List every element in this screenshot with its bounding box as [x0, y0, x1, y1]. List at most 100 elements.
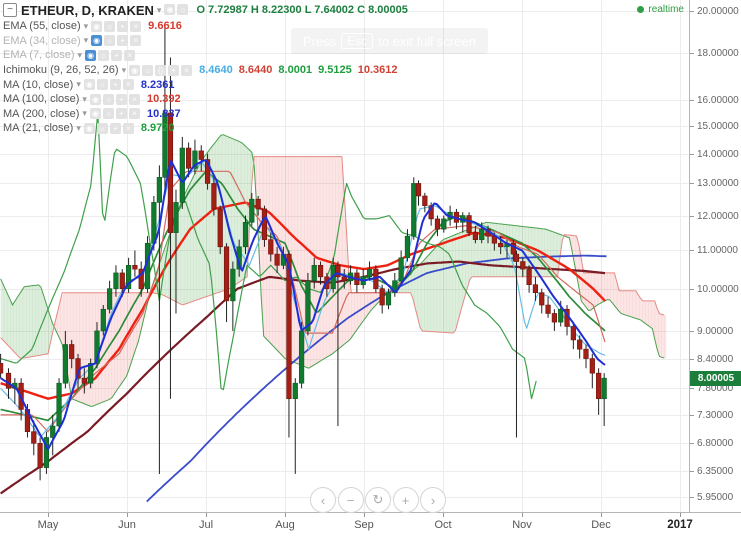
eye-icon[interactable]: ◉	[129, 64, 141, 76]
ohlc-c: C 8.00005	[357, 4, 408, 16]
series-ema-55	[0, 201, 606, 400]
eye-icon[interactable]: ◉	[164, 4, 176, 16]
price-axis[interactable]: 20.00000 18.00000 16.00000 15.00000 14.00000…	[689, 0, 741, 512]
price-tick	[690, 359, 694, 360]
gear-icon[interactable]: ☼	[104, 35, 116, 47]
esc-key-badge: Esc	[341, 33, 374, 49]
time-axis[interactable]: May Jun Jul Aug Sep Oct Nov Dec 2017	[0, 512, 741, 537]
close-icon[interactable]: ×	[122, 79, 134, 91]
time-axis-label: 2017	[667, 519, 693, 531]
indicator-value: 10.3612	[357, 64, 398, 77]
indicator-value: 8.2361	[140, 78, 175, 91]
scroll-right-button[interactable]: ›	[420, 487, 446, 513]
time-axis-label: Oct	[434, 519, 452, 531]
realtime-dot-icon	[637, 6, 645, 13]
gear-icon[interactable]: ☼	[98, 49, 110, 61]
close-icon[interactable]: ×	[130, 35, 142, 47]
indicator-label[interactable]: MA (100, close)	[3, 93, 80, 106]
candlestick-chart	[0, 0, 689, 512]
close-icon[interactable]: ×	[124, 49, 136, 61]
gear-icon[interactable]: ☼	[96, 79, 108, 91]
gear-icon[interactable]: ☼	[177, 4, 189, 16]
chevron-down-icon[interactable]: ▾	[82, 93, 87, 104]
chevron-down-icon[interactable]: ▾	[82, 108, 87, 119]
indicator-label[interactable]: Ichimoku (9, 26, 52, 26)	[3, 64, 119, 77]
close-icon[interactable]: ×	[181, 64, 193, 76]
chevron-down-icon[interactable]: ▾	[83, 20, 89, 31]
indicator-label[interactable]: MA (21, close)	[3, 122, 74, 135]
chevron-down-icon[interactable]: ▾	[76, 79, 81, 90]
scroll-left-button[interactable]: ‹	[310, 487, 336, 513]
plus-icon[interactable]: +	[117, 35, 129, 47]
chevron-down-icon[interactable]: ▾	[156, 4, 162, 15]
indicator-values: 8.2361	[141, 79, 181, 91]
plus-icon[interactable]: +	[115, 93, 127, 105]
zoom-out-button[interactable]: −	[337, 487, 364, 513]
close-icon[interactable]: ×	[128, 108, 140, 120]
indicator-legend: − ETHEUR, D, KRAKEN ▾ ◉ ☼ O 7.72987 H 8.2…	[3, 1, 408, 136]
plus-icon[interactable]: +	[109, 79, 121, 91]
eye-icon[interactable]: ◉	[83, 79, 95, 91]
header-icons: ◉ ☼	[164, 1, 190, 19]
indicator-label[interactable]: EMA (55, close)	[3, 20, 81, 33]
series-chikou	[0, 112, 537, 400]
close-icon[interactable]: ×	[122, 122, 134, 134]
indicator-label[interactable]: EMA (7, close)	[3, 49, 75, 62]
plus-icon[interactable]: +	[111, 49, 123, 61]
gear-icon[interactable]: ☼	[102, 93, 114, 105]
price-axis-label: 7.80000	[697, 383, 734, 394]
plus-icon[interactable]: +	[168, 64, 180, 76]
chevron-down-icon[interactable]: ▾	[83, 35, 89, 46]
price-axis-label: 6.35000	[697, 466, 734, 477]
time-tick	[364, 513, 365, 517]
time-axis-label: Jul	[198, 519, 214, 531]
time-axis-label: May	[37, 519, 59, 531]
gear-icon[interactable]: ☼	[104, 20, 116, 32]
close-icon[interactable]: ×	[128, 93, 140, 105]
chevron-down-icon[interactable]: ▾	[77, 49, 83, 60]
eye-icon[interactable]: ◉	[91, 20, 103, 32]
indicator-values: 8.4640 8.6440 8.0001 9.5125 10.3612	[199, 64, 403, 76]
eye-icon[interactable]: ◉	[83, 122, 95, 134]
price-axis-label: 16.00000	[697, 95, 739, 106]
indicator-row: MA (100, close) ▾ ◉ ☼ + × 10.392	[3, 92, 408, 107]
indicator-label[interactable]: EMA (34, close)	[3, 34, 81, 47]
symbol-title[interactable]: ETHEUR, D, KRAKEN	[21, 2, 154, 18]
chevron-down-icon[interactable]: ▾	[121, 64, 127, 75]
ohlc-l: L 7.64002	[304, 4, 358, 16]
price-tick	[690, 100, 694, 101]
indicator-label[interactable]: MA (200, close)	[3, 107, 80, 120]
price-tick	[690, 388, 694, 389]
eye-icon[interactable]: ◉	[89, 93, 101, 105]
eye-icon[interactable]: ◉	[91, 35, 103, 47]
time-tick	[48, 513, 49, 517]
reset-view-button[interactable]: ↻	[365, 487, 391, 513]
price-tick	[690, 53, 694, 54]
eye-icon[interactable]: ◉	[89, 108, 101, 120]
gridlines	[0, 0, 689, 512]
time-tick	[285, 513, 286, 517]
braces-icon[interactable]: {}	[155, 64, 167, 76]
gear-icon[interactable]: ☼	[96, 122, 108, 134]
candles	[0, 27, 607, 481]
price-tick	[690, 443, 694, 444]
indicator-values: 8.9720	[141, 122, 181, 134]
gear-icon[interactable]: ☼	[142, 64, 154, 76]
ohlc-h: H 8.22300	[250, 4, 305, 16]
indicator-label[interactable]: MA (10, close)	[3, 78, 74, 91]
collapse-icon[interactable]: −	[3, 3, 17, 17]
price-axis-label: 12.00000	[697, 211, 739, 222]
price-tick	[690, 183, 694, 184]
gear-icon[interactable]: ☼	[102, 108, 114, 120]
plus-icon[interactable]: +	[115, 108, 127, 120]
zoom-in-button[interactable]: +	[392, 487, 419, 513]
eye-icon[interactable]: ◉	[85, 49, 97, 61]
price-axis-label: 5.95000	[697, 492, 734, 503]
close-icon[interactable]: ×	[130, 20, 142, 32]
plus-icon[interactable]: +	[109, 122, 121, 134]
price-axis-label: 7.30000	[697, 410, 734, 421]
chevron-down-icon[interactable]: ▾	[76, 122, 81, 133]
plus-icon[interactable]: +	[117, 20, 129, 32]
chart-plot-area[interactable]	[0, 0, 689, 512]
time-tick	[443, 513, 444, 517]
